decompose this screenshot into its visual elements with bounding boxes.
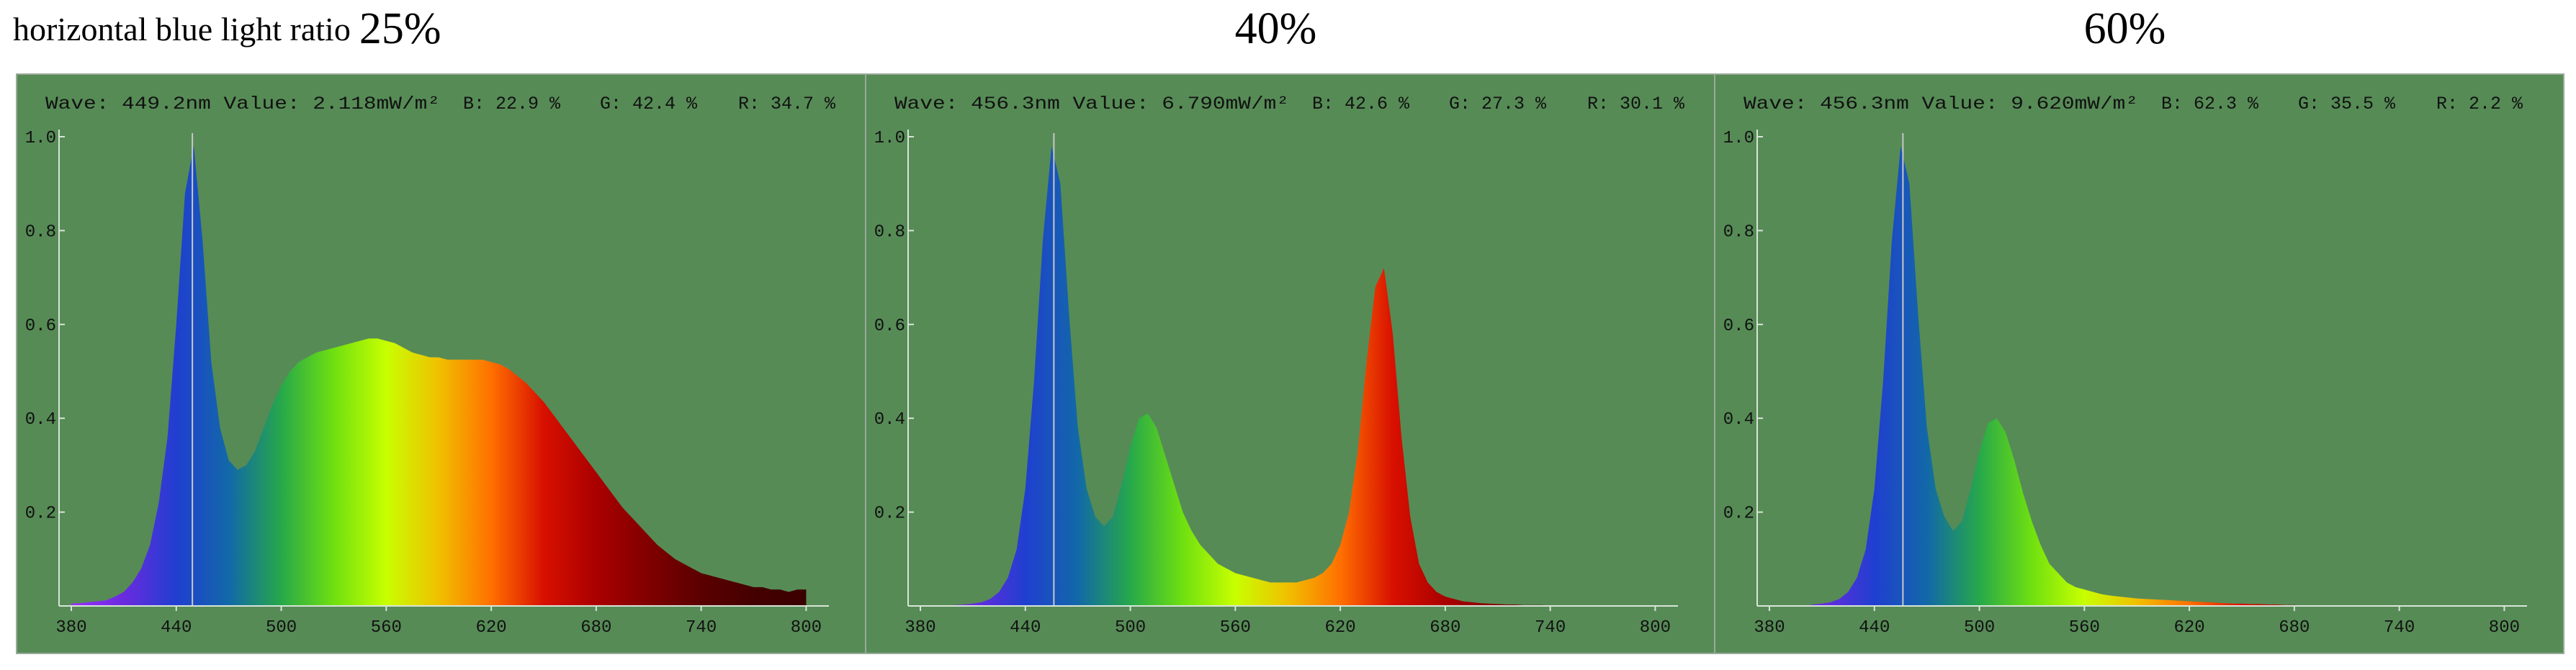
readout: B: 42.6 % xyxy=(1312,94,1410,114)
panel-title: 40% xyxy=(1235,4,1317,53)
x-tick-label: 800 xyxy=(1640,618,1671,638)
readout: G: 42.4 % xyxy=(600,94,698,114)
panel-title: 25% xyxy=(359,4,441,53)
readout: B: 22.9 % xyxy=(463,94,561,114)
x-tick-label: 560 xyxy=(2069,618,2100,638)
spectrum-panel: Wave: 449.2nm Value: 2.118mW/m² B: 22.9 %… xyxy=(16,73,866,654)
y-tick-label: 1.0 xyxy=(874,129,905,148)
x-tick-label: 740 xyxy=(1535,618,1566,638)
y-tick-label: 0.4 xyxy=(1723,410,1754,430)
y-tick-label: 0.2 xyxy=(1723,504,1754,524)
spectrum-area xyxy=(1769,146,2505,606)
readout: Wave: 449.2nm Value: 2.118mW/m² xyxy=(45,94,440,114)
spectrum-panel: Wave: 456.3nm Value: 6.790mW/m² B: 42.6 %… xyxy=(865,73,1715,654)
y-tick-label: 0.4 xyxy=(25,410,56,430)
panel-background xyxy=(1714,73,2564,654)
x-tick-label: 500 xyxy=(1964,618,1995,638)
readout: B: 62.3 % xyxy=(2161,94,2259,114)
y-tick-label: 0.2 xyxy=(25,504,56,524)
y-tick-label: 0.8 xyxy=(874,222,905,242)
readout: R: 34.7 % xyxy=(738,94,836,114)
readout: Wave: 456.3nm Value: 6.790mW/m² xyxy=(894,94,1289,114)
x-tick-label: 740 xyxy=(2384,618,2415,638)
x-tick-label: 500 xyxy=(1115,618,1146,638)
spectrum-area xyxy=(920,146,1656,606)
x-tick-label: 800 xyxy=(2489,618,2520,638)
x-tick-label: 680 xyxy=(580,618,611,638)
y-tick-label: 0.6 xyxy=(874,317,905,336)
x-tick-label: 560 xyxy=(371,618,402,638)
x-tick-label: 440 xyxy=(1010,618,1041,638)
readout: G: 35.5 % xyxy=(2298,94,2396,114)
y-tick-label: 0.4 xyxy=(874,410,905,430)
x-tick-label: 500 xyxy=(266,618,297,638)
y-tick-label: 0.6 xyxy=(25,317,56,336)
readout: Wave: 456.3nm Value: 9.620mW/m² xyxy=(1743,94,2138,114)
x-tick-label: 740 xyxy=(686,618,717,638)
x-tick-label: 440 xyxy=(161,618,192,638)
readout: R: 30.1 % xyxy=(1587,94,1685,114)
x-tick-label: 560 xyxy=(1220,618,1251,638)
x-tick-label: 680 xyxy=(1430,618,1460,638)
y-tick-label: 0.2 xyxy=(874,504,905,524)
x-tick-label: 380 xyxy=(55,618,86,638)
x-tick-label: 440 xyxy=(1859,618,1890,638)
x-tick-label: 380 xyxy=(1754,618,1785,638)
x-tick-label: 380 xyxy=(905,618,935,638)
y-tick-label: 0.8 xyxy=(25,222,56,242)
readout: G: 27.3 % xyxy=(1449,94,1547,114)
readout: R: 2.2 % xyxy=(2436,94,2523,114)
y-tick-label: 1.0 xyxy=(25,129,56,148)
y-tick-label: 0.8 xyxy=(1723,222,1754,242)
panel-title: 60% xyxy=(2084,4,2166,53)
spectrum-panel: Wave: 456.3nm Value: 9.620mW/m² B: 62.3 %… xyxy=(1714,73,2564,654)
x-tick-label: 620 xyxy=(475,618,506,638)
x-tick-label: 800 xyxy=(791,618,822,638)
spectrum-area xyxy=(71,146,807,606)
y-tick-label: 1.0 xyxy=(1723,129,1754,148)
x-tick-label: 620 xyxy=(1324,618,1355,638)
x-tick-label: 680 xyxy=(2279,618,2310,638)
panel-background xyxy=(865,73,1715,654)
heading: horizontal blue light ratio xyxy=(13,11,351,47)
x-tick-label: 620 xyxy=(2173,618,2204,638)
y-tick-label: 0.6 xyxy=(1723,317,1754,336)
